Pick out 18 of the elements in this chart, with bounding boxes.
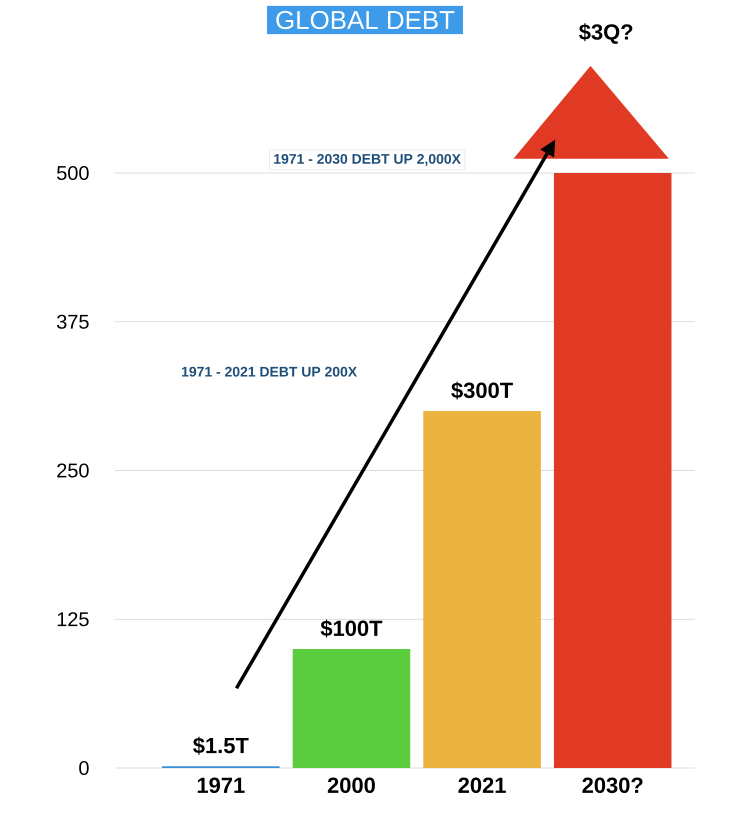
chart-title: GLOBAL DEBT	[276, 10, 454, 30]
data-label: $300T	[451, 382, 513, 400]
data-label: $1.5T	[193, 736, 249, 755]
x-tick-label: 1971	[198, 778, 245, 794]
text: $3Q?	[579, 23, 632, 44]
annotation: 1971 - 2021 DEBT UP 200X	[182, 366, 357, 377]
y-tick-label: 500	[57, 166, 89, 180]
y-tick-label: 125	[58, 612, 89, 626]
y-tick-label: 0	[79, 760, 89, 776]
bar	[423, 410, 541, 768]
data-label: $100T	[320, 620, 382, 638]
bar	[292, 649, 410, 768]
x-tick-label: 2021	[458, 778, 506, 794]
x-tick-label: 2030?	[582, 778, 643, 794]
x-tick-label: 2000	[328, 778, 375, 794]
y-tick-label: 250	[57, 463, 89, 478]
y-tick-label: 375	[57, 314, 89, 329]
text: 1971 - 2030 DEBT UP 2,000X	[274, 154, 461, 166]
